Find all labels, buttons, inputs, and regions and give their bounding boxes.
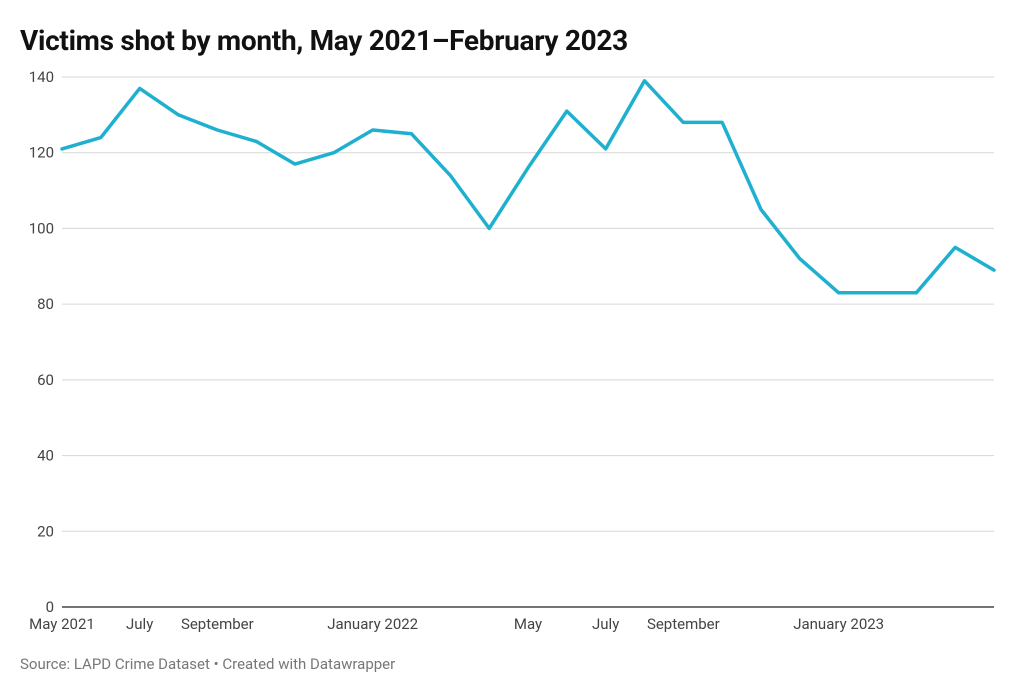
svg-text:140: 140 (29, 69, 54, 86)
line-chart: 0 20 40 60 80 100 120 140 May 2021 July September J… (20, 69, 1004, 639)
svg-text:September: September (647, 615, 720, 633)
svg-text:80: 80 (37, 295, 54, 313)
chart-footer: Source: LAPD Crime Dataset • Created wit… (20, 655, 1004, 673)
svg-text:100: 100 (29, 219, 54, 237)
chart-title: Victims shot by month, May 2021–February… (20, 24, 1004, 57)
svg-text:20: 20 (37, 522, 54, 540)
svg-text:60: 60 (37, 371, 54, 389)
svg-text:July: July (592, 615, 619, 633)
svg-text:May: May (514, 615, 542, 633)
svg-text:September: September (181, 615, 254, 633)
svg-text:July: July (126, 615, 153, 633)
svg-text:May 2021: May 2021 (29, 615, 95, 633)
svg-text:January 2022: January 2022 (327, 615, 418, 633)
svg-text:0: 0 (46, 598, 54, 616)
svg-text:January 2023: January 2023 (793, 615, 884, 633)
plot-area: 0 20 40 60 80 100 120 140 May 2021 July September J… (20, 69, 1004, 639)
svg-text:40: 40 (37, 447, 54, 465)
svg-text:120: 120 (29, 144, 54, 162)
chart-container: Victims shot by month, May 2021–February… (0, 0, 1024, 694)
